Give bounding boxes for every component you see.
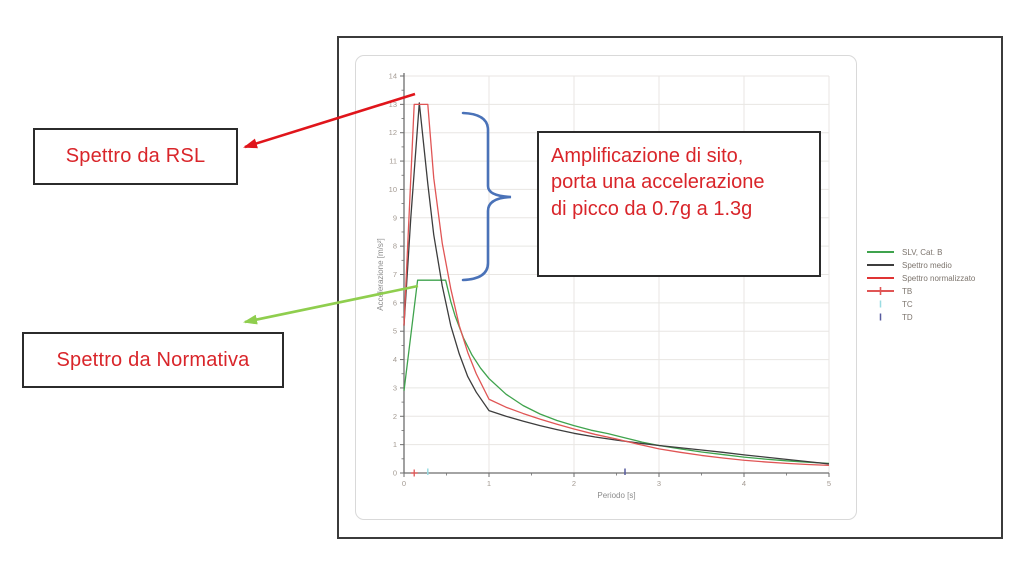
rsl-callout-label: Spettro da RSL bbox=[65, 145, 206, 167]
legend-item: TC bbox=[866, 299, 975, 309]
y-tick-label: 1 bbox=[393, 440, 397, 449]
amplification-callout-text: Amplificazione di sito, porta una accele… bbox=[551, 145, 765, 220]
x-tick-label: 5 bbox=[827, 479, 831, 488]
legend-swatch-line-plus-icon bbox=[867, 287, 894, 295]
legend-item: TD bbox=[866, 312, 975, 322]
x-tick-label: 4 bbox=[742, 479, 746, 488]
normativa-callout-label: Spettro da Normativa bbox=[56, 348, 250, 371]
y-tick-label: 12 bbox=[389, 128, 397, 137]
rsl-callout-box: Spettro da RSL bbox=[33, 128, 238, 185]
legend-item: SLV, Cat. B bbox=[866, 247, 975, 257]
chart-legend: SLV, Cat. B Spettro medio Spettro normaliz… bbox=[866, 247, 975, 322]
y-tick-label: 11 bbox=[389, 157, 397, 166]
y-tick-label: 8 bbox=[393, 242, 397, 251]
y-tick-label: 5 bbox=[393, 327, 397, 336]
legend-label: SLV, Cat. B bbox=[902, 247, 943, 257]
series-line-spettro-normalizzato bbox=[403, 103, 830, 466]
legend-label: TB bbox=[902, 286, 913, 296]
y-tick-label: 3 bbox=[393, 383, 397, 392]
legend-swatch-line-icon bbox=[867, 251, 894, 253]
legend-item: Spettro medio bbox=[866, 260, 975, 270]
x-tick-label: 3 bbox=[657, 479, 661, 488]
chart-panel: 0 1 2 3 4 5 6 7 8 9 10 11 12 13 14 0 1 2 3 4 5 Periodo [s] Acc… bbox=[355, 55, 857, 520]
legend-swatch-line-icon bbox=[867, 264, 894, 266]
y-tick-label: 6 bbox=[393, 298, 397, 307]
y-tick-label: 0 bbox=[393, 469, 397, 478]
y-tick-label: 2 bbox=[393, 412, 397, 421]
series-line-slv-cat-b bbox=[403, 279, 830, 465]
y-tick-label: 7 bbox=[393, 270, 397, 279]
amplification-callout-box: Amplificazione di sito, porta una accele… bbox=[537, 131, 821, 277]
x-axis-title: Periodo [s] bbox=[597, 491, 635, 500]
legend-label: Spettro medio bbox=[902, 260, 952, 270]
legend-label: Spettro normalizzato bbox=[902, 273, 976, 283]
legend-label: TD bbox=[902, 312, 913, 322]
y-tick-label: 14 bbox=[389, 72, 397, 81]
x-tick-label: 0 bbox=[402, 479, 406, 488]
normativa-callout-box: Spettro da Normativa bbox=[22, 332, 284, 388]
x-tick-label: 1 bbox=[487, 479, 491, 488]
legend-item: TB bbox=[866, 286, 975, 296]
legend-swatch-vtick-icon bbox=[879, 300, 882, 308]
y-tick-label: 4 bbox=[393, 355, 397, 364]
y-axis-title: Accelerazione [m/s²] bbox=[376, 238, 385, 310]
y-tick-label: 13 bbox=[389, 100, 397, 109]
legend-swatch-vtick-icon bbox=[879, 313, 882, 321]
legend-item: Spettro normalizzato bbox=[866, 273, 975, 283]
x-tick-label: 2 bbox=[572, 479, 576, 488]
series-line-spettro-medio bbox=[403, 102, 830, 465]
legend-swatch-line-icon bbox=[867, 277, 894, 279]
y-tick-label: 9 bbox=[393, 213, 397, 222]
axis-markers bbox=[410, 468, 626, 477]
legend-label: TC bbox=[902, 299, 913, 309]
series-lines bbox=[403, 102, 830, 466]
y-tick-label: 10 bbox=[389, 185, 397, 194]
